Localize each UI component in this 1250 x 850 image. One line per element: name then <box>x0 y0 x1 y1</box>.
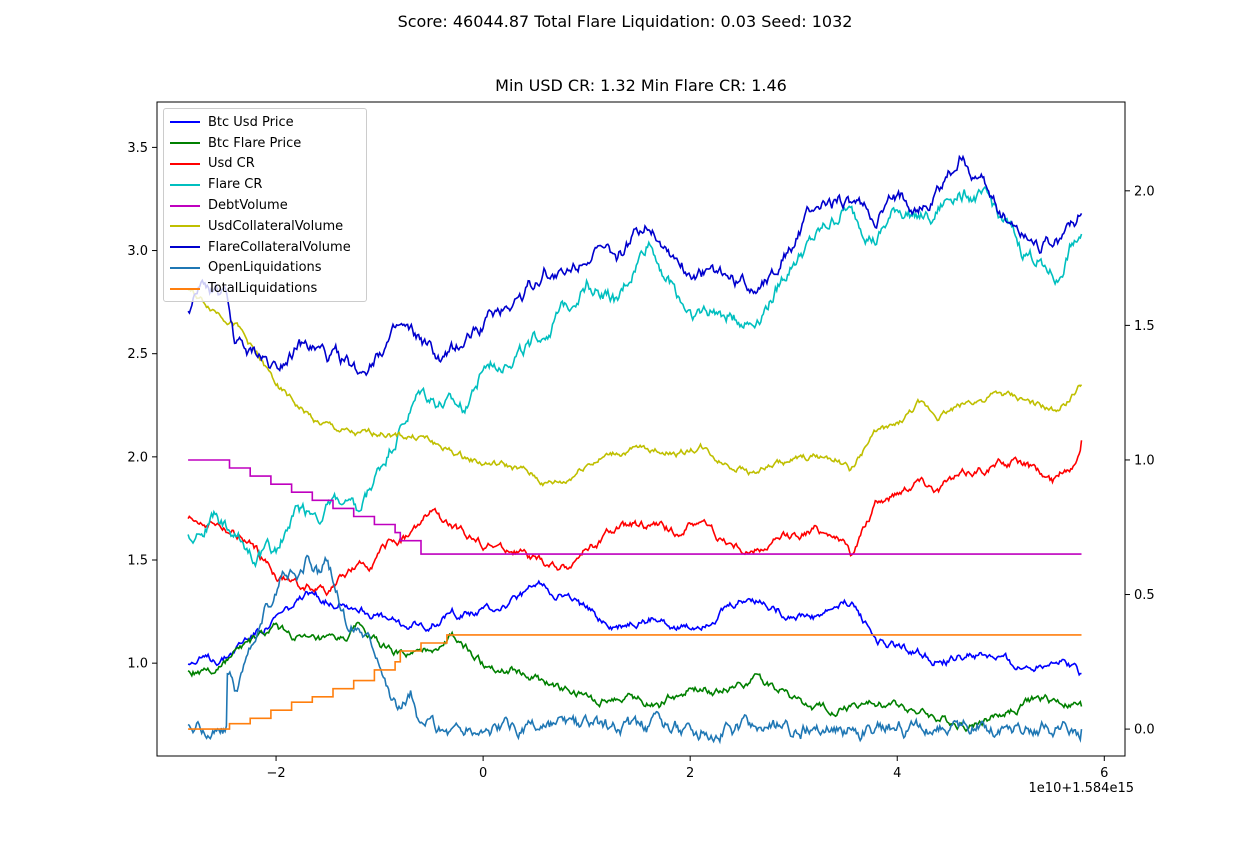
series-line-totalliquidations <box>188 634 1082 730</box>
legend-swatch <box>170 246 200 249</box>
series-line-debtvolume <box>188 459 1082 555</box>
legend-label: OpenLiquidations <box>208 260 322 276</box>
y-right-tick-label: 1.5 <box>1134 319 1155 334</box>
plot-frame <box>156 101 1126 757</box>
y-left-tick-label: 3.0 <box>127 244 148 259</box>
y-left-tick-label: 1.0 <box>127 657 148 672</box>
legend-swatch <box>170 225 200 228</box>
series-line-flare-cr <box>187 186 1083 569</box>
x-tick-label: −2 <box>266 766 285 781</box>
legend-label: FlareCollateralVolume <box>208 239 351 255</box>
x-tick-label: 0 <box>479 766 487 781</box>
legend-item: Btc Flare Price <box>164 133 366 154</box>
legend-item: TotalLiquidations <box>164 278 366 299</box>
y-right-tick-label: 0.5 <box>1134 588 1155 603</box>
legend-item: FlareCollateralVolume <box>164 237 366 258</box>
x-axis-offset-label: 1e10+1.584e15 <box>1028 781 1134 796</box>
legend-item: OpenLiquidations <box>164 258 366 279</box>
y-left-tick-label: 3.5 <box>127 141 148 156</box>
legend-label: Usd CR <box>208 156 255 172</box>
series-line-flarecollateralvolume <box>187 154 1083 377</box>
legend-label: TotalLiquidations <box>208 281 318 297</box>
y-left-tick-label: 2.5 <box>127 347 148 362</box>
x-tick-label: 2 <box>686 766 694 781</box>
legend-label: DebtVolume <box>208 198 288 214</box>
legend-swatch <box>170 287 200 290</box>
axes-title: Min USD CR: 1.32 Min Flare CR: 1.46 <box>495 76 787 95</box>
legend-item: UsdCollateralVolume <box>164 216 366 237</box>
y-axis-right: 0.0 0.5 1.0 1.5 2.0 <box>1125 184 1155 738</box>
legend-item: Flare CR <box>164 174 366 195</box>
legend-swatch <box>170 162 200 165</box>
x-tick-label: 4 <box>893 766 901 781</box>
series-line-btc-usd-price <box>187 579 1082 677</box>
legend-label: Btc Usd Price <box>208 114 294 130</box>
legend-label: UsdCollateralVolume <box>208 218 344 234</box>
legend-swatch <box>170 266 200 269</box>
series-layer <box>187 154 1083 745</box>
legend-swatch <box>170 204 200 207</box>
y-left-tick-label: 1.5 <box>127 554 148 569</box>
y-left-tick-label: 2.0 <box>127 450 148 465</box>
series-line-usdcollateralvolume <box>187 287 1083 487</box>
series-line-usd-cr <box>187 440 1083 597</box>
y-axis-left: 1.0 1.5 2.0 2.5 3.0 3.5 <box>127 141 157 672</box>
legend-label: Btc Flare Price <box>208 135 302 151</box>
legend-item: Usd CR <box>164 154 366 175</box>
legend-swatch <box>170 121 200 124</box>
series-line-openliquidations <box>187 554 1083 745</box>
figure-suptitle: Score: 46044.87 Total Flare Liquidation:… <box>397 12 853 31</box>
y-right-tick-label: 0.0 <box>1134 723 1155 738</box>
legend-label: Flare CR <box>208 177 263 193</box>
legend-swatch <box>170 142 200 145</box>
y-right-tick-label: 2.0 <box>1134 184 1155 199</box>
legend-item: DebtVolume <box>164 195 366 216</box>
y-right-tick-label: 1.0 <box>1134 453 1155 468</box>
series-line-btc-flare-price <box>187 621 1083 733</box>
legend-swatch <box>170 183 200 186</box>
chart-legend: Btc Usd Price Btc Flare Price Usd CR Flare … <box>163 108 367 303</box>
x-tick-label: 6 <box>1100 766 1108 781</box>
legend-item: Btc Usd Price <box>164 112 366 133</box>
x-axis: −2 0 2 4 6 <box>266 756 1108 781</box>
